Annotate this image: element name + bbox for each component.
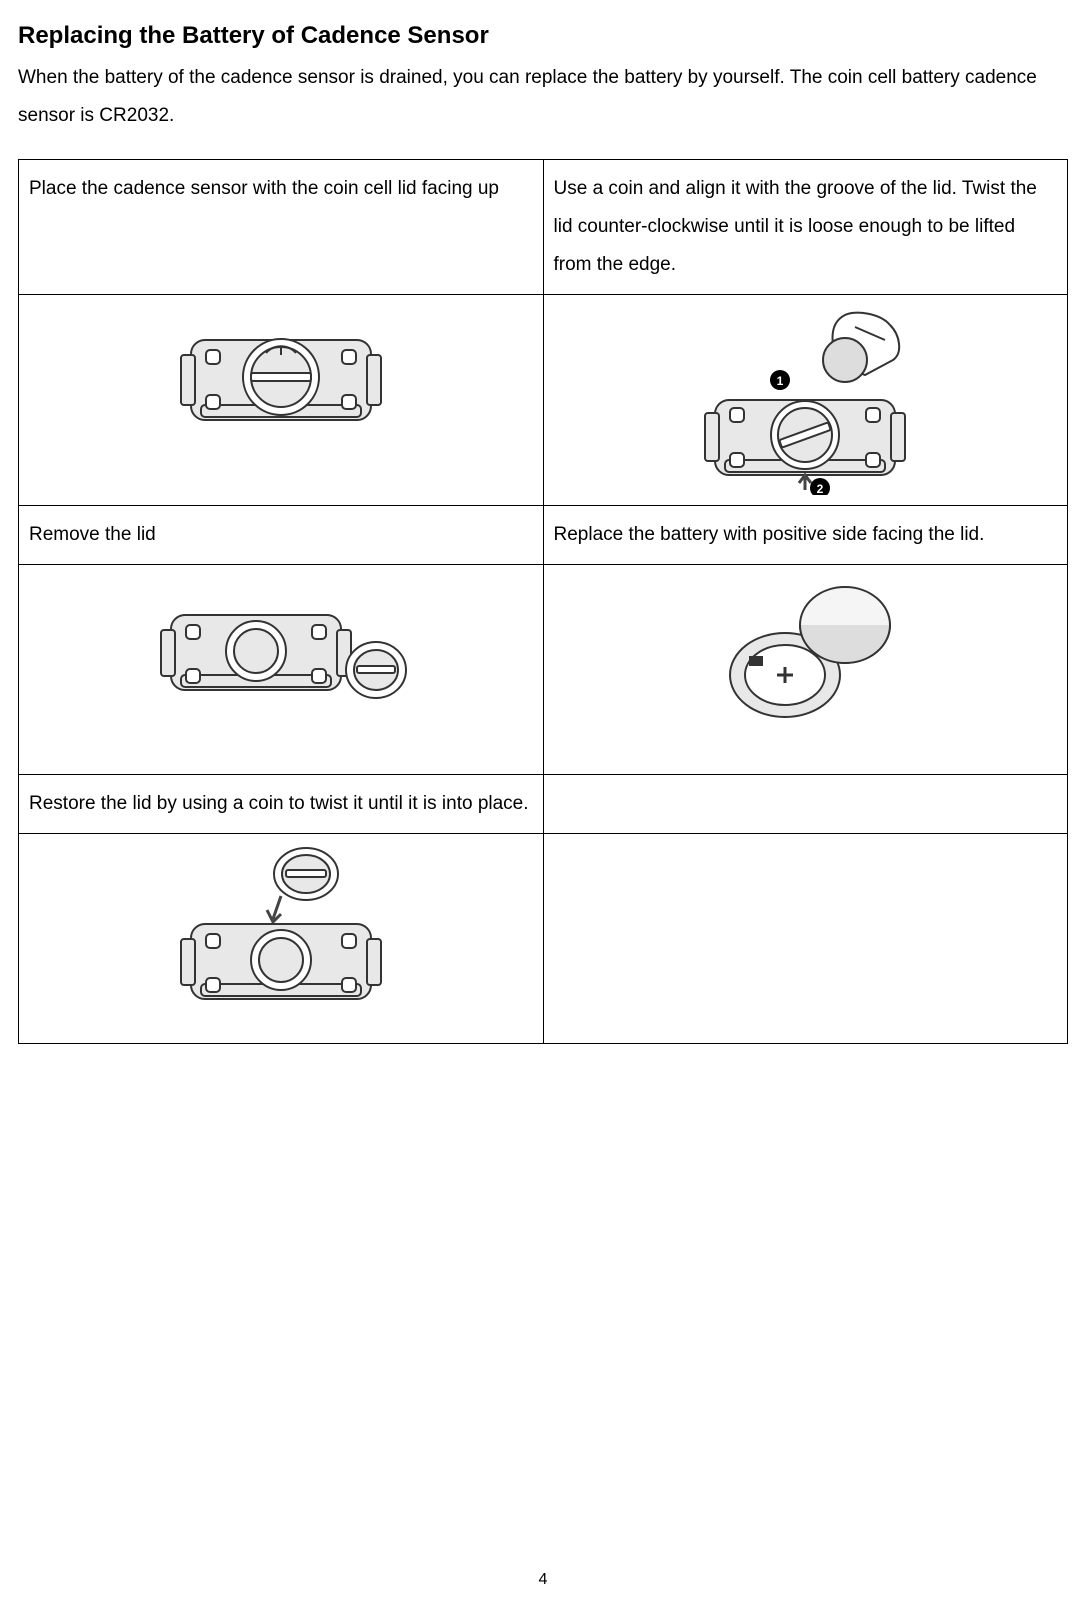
step3-image	[19, 565, 544, 775]
sensor-lid-up-icon	[141, 305, 421, 445]
step4-image	[543, 565, 1068, 775]
step5-image	[19, 834, 544, 1044]
step6-image	[543, 834, 1068, 1044]
step5-text: Restore the lid by using a coin to twist…	[19, 775, 544, 834]
step1-image	[19, 295, 544, 506]
svg-text:1: 1	[777, 374, 784, 388]
step4-text: Replace the battery with positive side f…	[543, 506, 1068, 565]
page-number: 4	[18, 1564, 1068, 1596]
intro-paragraph: When the battery of the cadence sensor i…	[18, 59, 1068, 135]
step2-text: Use a coin and align it with the groove …	[543, 160, 1068, 295]
steps-table: Place the cadence sensor with the coin c…	[18, 159, 1068, 1044]
restore-lid-icon	[141, 844, 421, 1014]
svg-text:2: 2	[817, 482, 824, 495]
step1-text: Place the cadence sensor with the coin c…	[19, 160, 544, 295]
step2-image: 1	[543, 295, 1068, 506]
step3-text: Remove the lid	[19, 506, 544, 565]
step6-text	[543, 775, 1068, 834]
remove-lid-icon	[131, 575, 431, 715]
page-heading: Replacing the Battery of Cadence Sensor	[18, 20, 1068, 51]
battery-insert-icon	[695, 575, 915, 735]
coin-twist-icon: 1	[655, 305, 955, 495]
